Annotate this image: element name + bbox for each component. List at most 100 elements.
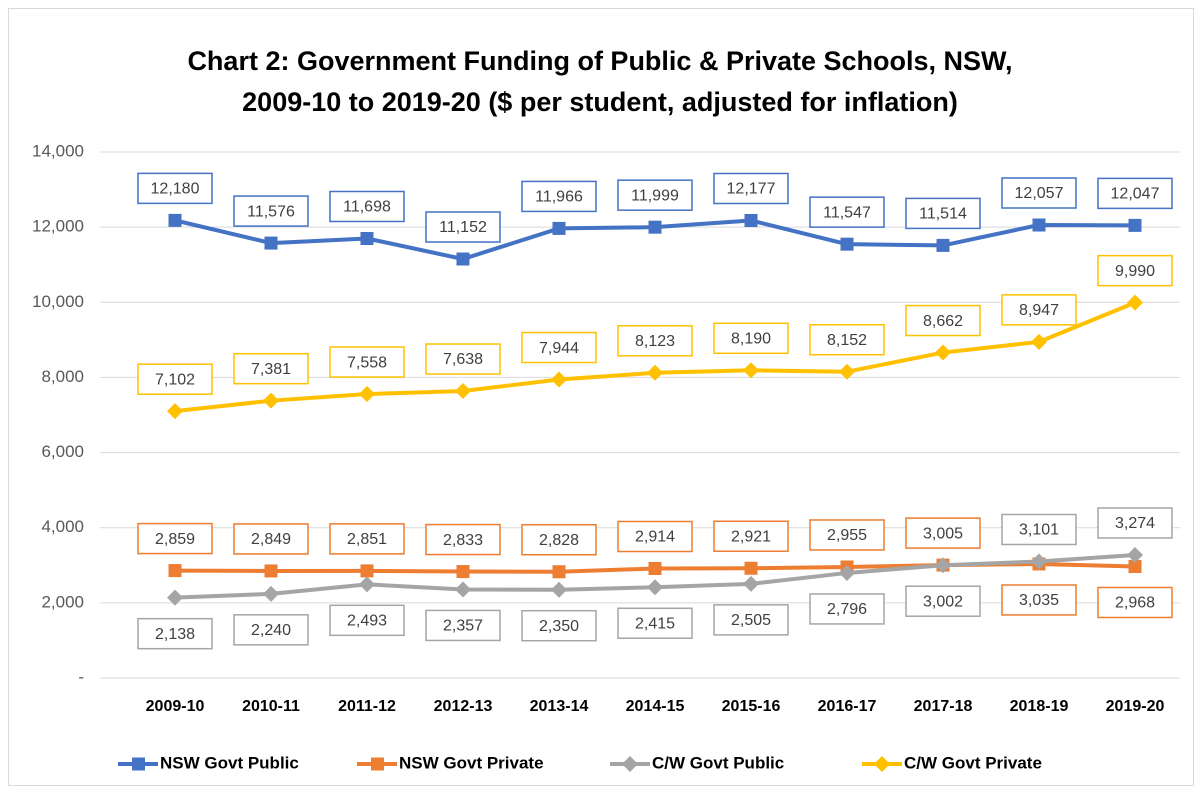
data-label: 2,955 [827, 527, 867, 544]
data-label: 2,357 [443, 618, 483, 635]
data-label-box [905, 304, 981, 337]
data-label-box [329, 523, 405, 555]
x-tick-label: 2019-20 [1106, 698, 1165, 715]
data-label-box [617, 325, 693, 357]
data-label-box [905, 197, 981, 230]
data-label: 12,177 [727, 181, 776, 198]
data-label-box [617, 179, 693, 211]
data-label: 2,914 [635, 529, 675, 546]
marker [1128, 559, 1142, 573]
marker [936, 238, 950, 252]
data-label-box [425, 523, 501, 556]
data-label: 11,547 [823, 204, 871, 221]
x-tick-label: 2010-11 [242, 698, 300, 715]
y-tick-label: 14,000 [32, 141, 84, 160]
marker [552, 565, 566, 579]
data-label-box [329, 346, 405, 378]
data-label-box [233, 195, 309, 227]
data-label: 8,947 [1019, 302, 1059, 319]
data-label-box [809, 196, 885, 228]
marker [551, 581, 567, 598]
data-label: 12,047 [1111, 186, 1160, 203]
y-tick-label: 2,000 [41, 592, 84, 611]
data-label: 2,849 [251, 531, 291, 548]
x-tick-label: 2012-13 [434, 698, 493, 715]
x-tick-label: 2014-15 [626, 698, 685, 715]
data-label: 7,944 [539, 340, 579, 357]
data-label-box [1001, 294, 1077, 326]
data-label: 2,505 [731, 612, 771, 629]
y-tick-label: - [78, 667, 84, 686]
marker [1127, 294, 1143, 311]
data-label: 2,138 [155, 626, 195, 643]
data-label: 3,035 [1019, 592, 1059, 609]
data-label-box [521, 523, 597, 556]
data-label: 11,576 [247, 203, 295, 220]
data-label-box [425, 343, 501, 375]
data-label: 8,123 [635, 333, 675, 350]
marker [1031, 333, 1047, 350]
data-label-box [521, 331, 597, 364]
data-label-box [425, 609, 501, 642]
marker [456, 565, 470, 579]
data-label-box [1097, 254, 1173, 287]
chart-title: Chart 2: Government Funding of Public & … [187, 46, 1012, 76]
data-label-box [1097, 586, 1173, 619]
data-label: 11,514 [919, 206, 967, 223]
marker [263, 585, 279, 602]
x-tick-label: 2011-12 [338, 698, 396, 715]
data-label-box [713, 520, 789, 553]
data-label: 8,190 [731, 331, 771, 348]
marker [1127, 546, 1143, 563]
data-label: 3,274 [1115, 515, 1155, 532]
y-tick-label: 4,000 [41, 517, 84, 536]
data-label: 2,240 [251, 622, 291, 639]
data-label: 11,698 [343, 199, 391, 216]
marker [647, 579, 663, 596]
data-label: 7,102 [155, 371, 195, 388]
data-label-box [521, 609, 597, 642]
data-label: 2,833 [443, 532, 483, 549]
data-label: 11,152 [439, 219, 487, 236]
data-label-box [233, 523, 309, 555]
chart-title: 2009-10 to 2019-20 ($ per student, adjus… [242, 87, 958, 117]
chart-border [8, 8, 1194, 786]
data-label-box [713, 322, 789, 355]
data-label: 2,828 [539, 532, 579, 549]
marker [648, 220, 662, 234]
data-label: 8,662 [923, 313, 963, 330]
data-label-box [233, 352, 309, 385]
y-tick-label: 8,000 [41, 367, 84, 386]
data-label: 2,968 [1115, 595, 1155, 612]
y-tick-label: 12,000 [32, 217, 84, 236]
marker [1128, 218, 1142, 232]
data-label: 3,101 [1019, 522, 1059, 539]
data-label: 8,152 [827, 332, 867, 349]
marker [263, 392, 279, 409]
marker [167, 589, 183, 606]
data-label: 11,966 [535, 189, 583, 206]
data-label: 2,493 [347, 613, 387, 630]
legend-marker [622, 756, 638, 772]
data-label-box [137, 172, 213, 205]
marker [360, 564, 374, 578]
data-label-box [617, 607, 693, 640]
x-tick-label: 2009-10 [146, 698, 205, 715]
data-label: 2,796 [827, 601, 867, 618]
marker [168, 564, 182, 578]
marker [743, 575, 759, 592]
data-label: 2,350 [539, 618, 579, 635]
data-label: 7,381 [251, 361, 291, 378]
data-label: 2,921 [731, 528, 771, 545]
data-label-box [329, 190, 405, 223]
marker [840, 237, 854, 251]
marker [168, 213, 182, 227]
x-tick-label: 2013-14 [530, 698, 589, 715]
marker [648, 562, 662, 576]
x-tick-label: 2015-16 [722, 698, 781, 715]
marker [167, 403, 183, 420]
y-tick-label: 6,000 [41, 442, 84, 461]
data-label-box [137, 363, 213, 395]
y-tick-label: 10,000 [32, 292, 84, 311]
